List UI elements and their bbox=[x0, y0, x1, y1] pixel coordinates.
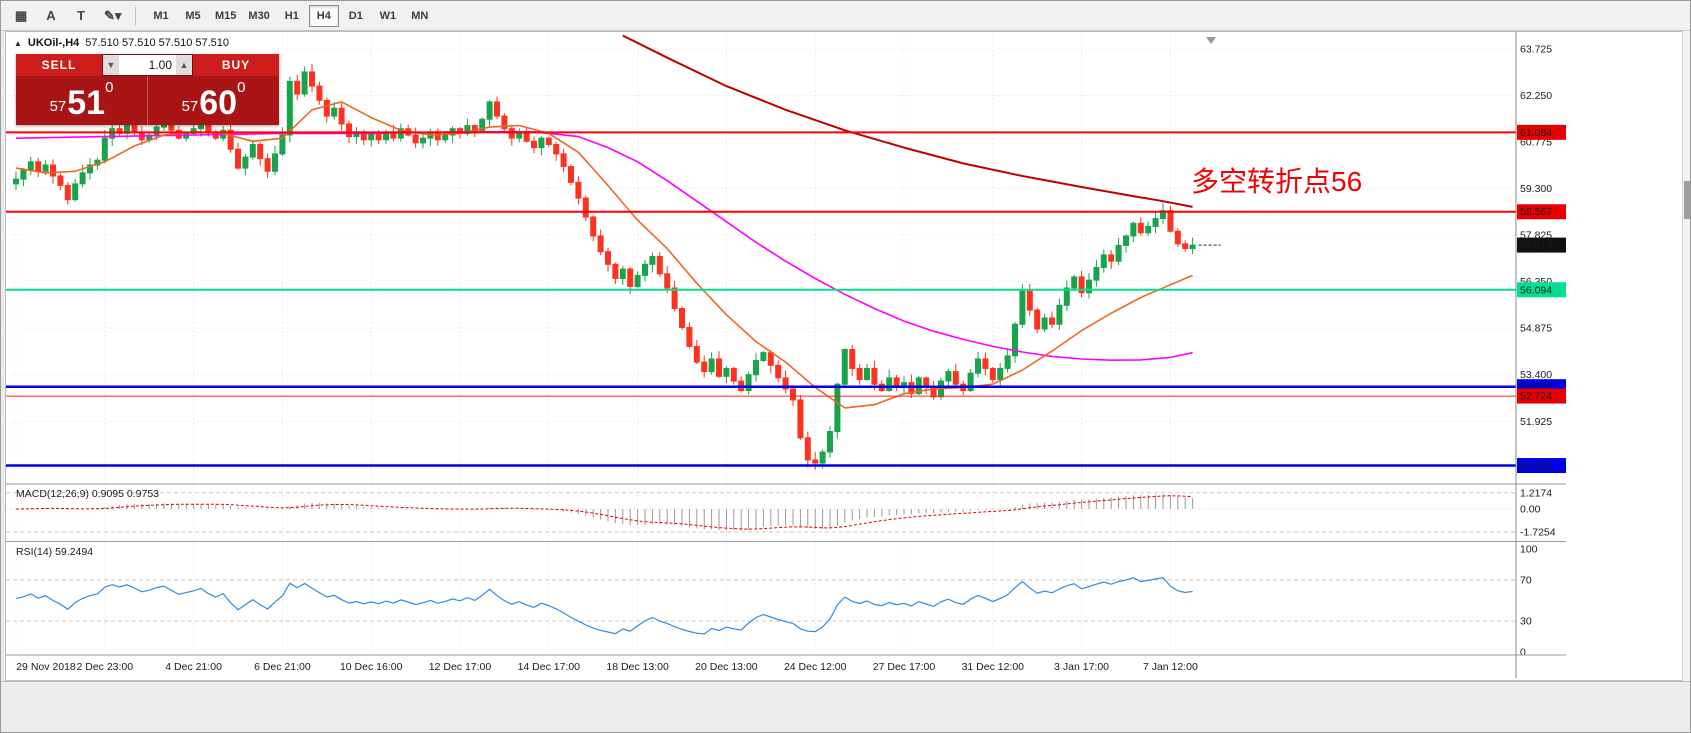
chart-annotation-text: 多空转折点56 bbox=[1191, 166, 1363, 197]
svg-text:30: 30 bbox=[1520, 616, 1532, 628]
price-badge: 52.724 bbox=[1517, 388, 1566, 404]
buy-price-big: 60 bbox=[199, 84, 238, 122]
macd-signal-line bbox=[15, 495, 1193, 530]
trade-panel-top-row: SELL ▼ ▲ BUY bbox=[16, 54, 279, 76]
draw-tools-dropdown-icon[interactable]: ✎▾ bbox=[97, 4, 125, 28]
svg-text:53.400: 53.400 bbox=[1520, 369, 1552, 381]
svg-text:50.522: 50.522 bbox=[1520, 460, 1552, 472]
svg-text:4 Dec 21:00: 4 Dec 21:00 bbox=[165, 661, 222, 673]
volume-increase-icon[interactable]: ▲ bbox=[176, 55, 192, 75]
sell-button[interactable]: SELL bbox=[16, 54, 102, 76]
svg-text:29 Nov 2018: 29 Nov 2018 bbox=[16, 661, 76, 673]
volume-input[interactable] bbox=[119, 55, 176, 75]
svg-text:56.094: 56.094 bbox=[1520, 284, 1552, 296]
tf-button-mn[interactable]: MN bbox=[405, 5, 435, 27]
tf-button-m5[interactable]: M5 bbox=[178, 5, 208, 27]
svg-text:70: 70 bbox=[1520, 574, 1532, 586]
svg-text:51.925: 51.925 bbox=[1520, 416, 1552, 428]
timeframe-group: M1 M5 M15 M30 H1 H4 D1 W1 MN bbox=[146, 4, 435, 27]
svg-text:59.300: 59.300 bbox=[1520, 183, 1552, 195]
buy-price-sup: 0 bbox=[237, 79, 246, 96]
svg-text:20 Dec 13:00: 20 Dec 13:00 bbox=[695, 661, 758, 673]
svg-text:-1.7254: -1.7254 bbox=[1520, 526, 1556, 538]
rsi-line bbox=[15, 577, 1193, 635]
buy-price[interactable]: 57 60 0 bbox=[148, 76, 279, 125]
indicator-labels: MACD(12,26,9) 0.9095 0.9753 RSI(14) 59.24… bbox=[16, 488, 159, 558]
volume-decrease-icon[interactable]: ▼ bbox=[103, 55, 119, 75]
sell-price-big: 51 bbox=[67, 84, 106, 122]
price-badge: 56.094 bbox=[1517, 282, 1566, 298]
volume-box: ▼ ▲ bbox=[102, 54, 193, 76]
sell-price[interactable]: 57 51 0 bbox=[16, 76, 148, 125]
symbol-ohlc-line: ▲ UKOil-,H4 57.510 57.510 57.510 57.510 bbox=[14, 37, 229, 49]
svg-text:18 Dec 13:00: 18 Dec 13:00 bbox=[606, 661, 669, 673]
tf-button-m30[interactable]: M30 bbox=[243, 5, 274, 27]
font-a-icon[interactable]: A bbox=[37, 4, 65, 28]
svg-text:24 Dec 12:00: 24 Dec 12:00 bbox=[784, 661, 847, 673]
price-badge: 50.522 bbox=[1517, 458, 1566, 474]
svg-text:61.084: 61.084 bbox=[1520, 127, 1552, 139]
tf-button-h1[interactable]: H1 bbox=[277, 5, 307, 27]
svg-text:27 Dec 17:00: 27 Dec 17:00 bbox=[873, 661, 936, 673]
sell-price-sup: 0 bbox=[105, 79, 114, 96]
buy-button[interactable]: BUY bbox=[193, 54, 279, 76]
svg-text:0.00: 0.00 bbox=[1520, 504, 1541, 516]
svg-text:54.875: 54.875 bbox=[1520, 323, 1552, 335]
macd-histogram bbox=[22, 494, 1194, 531]
svg-text:MACD(12,26,9) 0.9095 0.9753: MACD(12,26,9) 0.9095 0.9753 bbox=[16, 488, 159, 500]
toolbar-separator bbox=[135, 5, 136, 26]
svg-text:7 Jan 12:00: 7 Jan 12:00 bbox=[1143, 661, 1198, 673]
tf-button-h4[interactable]: H4 bbox=[308, 4, 339, 27]
svg-text:6 Dec 21:00: 6 Dec 21:00 bbox=[254, 661, 311, 673]
candlestick-series bbox=[13, 64, 1196, 470]
chart-grid-icon[interactable]: ▦ bbox=[7, 4, 35, 28]
chart-canvas[interactable]: 63.72562.25060.77559.30057.82556.35054.8… bbox=[6, 32, 1566, 678]
vertical-scrollbar[interactable] bbox=[1682, 31, 1690, 681]
ma-long-darkred bbox=[622, 34, 1193, 208]
symbol-label: UKOil-,H4 bbox=[27, 37, 80, 49]
tf-button-m1[interactable]: M1 bbox=[146, 5, 176, 27]
collapse-panel-icon[interactable]: ▲ bbox=[14, 38, 22, 48]
time-axis-labels: 29 Nov 2018 2 Dec 23:00 4 Dec 21:00 6 Dec 2… bbox=[16, 661, 1198, 673]
svg-text:2 Dec 23:00: 2 Dec 23:00 bbox=[76, 661, 133, 673]
trade-panel-price-row: 57 51 0 57 60 0 bbox=[16, 76, 279, 125]
svg-text:63.725: 63.725 bbox=[1520, 44, 1552, 56]
toolbar-icon-group: ▦ A T ✎▾ bbox=[7, 4, 125, 28]
svg-text:RSI(14) 59.2494: RSI(14) 59.2494 bbox=[16, 546, 93, 558]
svg-text:57.510: 57.510 bbox=[1520, 240, 1552, 252]
svg-text:1.2174: 1.2174 bbox=[1520, 487, 1552, 499]
current-price-badge: 57.510 bbox=[1517, 237, 1566, 253]
svg-text:0: 0 bbox=[1520, 647, 1526, 659]
axis-labels: 63.72562.25060.77559.30057.82556.35054.8… bbox=[1520, 44, 1556, 659]
svg-text:31 Dec 12:00: 31 Dec 12:00 bbox=[962, 661, 1025, 673]
svg-text:3 Jan 17:00: 3 Jan 17:00 bbox=[1054, 661, 1109, 673]
svg-text:14 Dec 17:00: 14 Dec 17:00 bbox=[518, 661, 581, 673]
chart-shift-marker-icon[interactable] bbox=[1206, 37, 1216, 44]
ma-fast-orange bbox=[15, 101, 1193, 409]
price-badge: 61.084 bbox=[1517, 124, 1566, 140]
tf-button-d1[interactable]: D1 bbox=[341, 5, 371, 27]
svg-text:52.724: 52.724 bbox=[1520, 391, 1552, 403]
svg-text:12 Dec 17:00: 12 Dec 17:00 bbox=[429, 661, 492, 673]
sell-price-small: 57 bbox=[49, 98, 67, 115]
toolbar: ▦ A T ✎▾ M1 M5 M15 M30 H1 H4 D1 W1 MN bbox=[1, 1, 1690, 31]
ohlc-values: 57.510 57.510 57.510 57.510 bbox=[85, 37, 230, 49]
window-bottom-area bbox=[1, 681, 1690, 732]
chart-window: 63.725 62.250 60.775 59.300 57.825 56.350 54.8… bbox=[5, 31, 1684, 681]
price-badge: 58.567 bbox=[1517, 204, 1566, 220]
tf-button-w1[interactable]: W1 bbox=[373, 5, 403, 27]
svg-text:10 Dec 16:00: 10 Dec 16:00 bbox=[340, 661, 403, 673]
text-label-icon[interactable]: T bbox=[67, 4, 95, 28]
svg-text:100: 100 bbox=[1520, 544, 1538, 556]
svg-text:58.567: 58.567 bbox=[1520, 206, 1552, 218]
buy-price-small: 57 bbox=[181, 98, 199, 115]
tf-button-m15[interactable]: M15 bbox=[210, 5, 241, 27]
scrollbar-thumb[interactable] bbox=[1684, 181, 1690, 219]
svg-text:62.250: 62.250 bbox=[1520, 90, 1552, 102]
